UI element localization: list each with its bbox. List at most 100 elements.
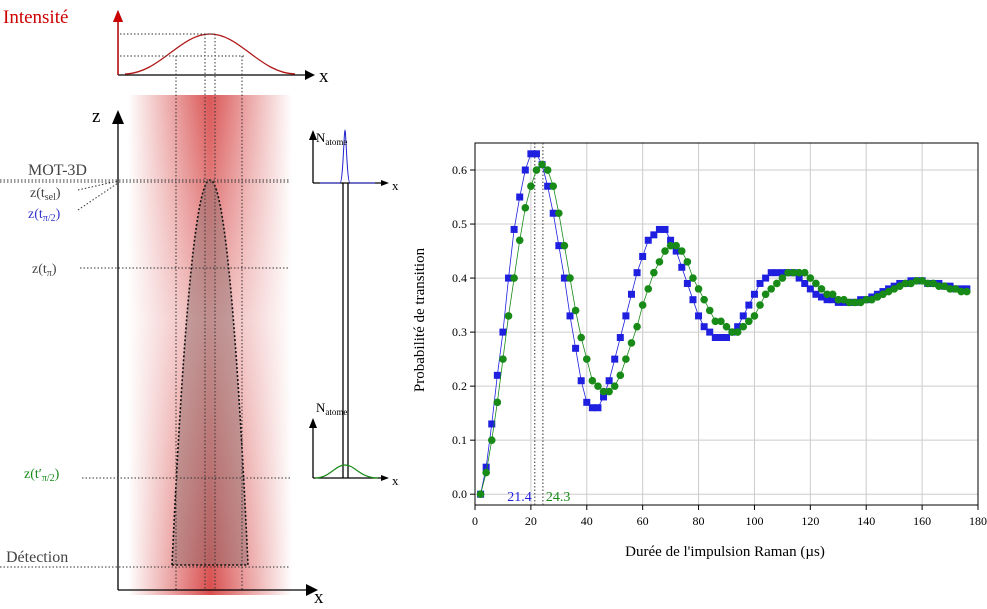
x-axis-label: x (319, 66, 329, 87)
point (600, 393, 608, 401)
point (829, 296, 837, 304)
x-tick-label: 40 (581, 514, 593, 528)
intensity-axes (117, 14, 305, 76)
point (627, 339, 636, 347)
point (672, 247, 680, 255)
point (946, 285, 954, 293)
marker-label: 24.3 (546, 490, 571, 505)
point (566, 274, 574, 282)
point (756, 301, 764, 309)
t: z(t′ (24, 467, 42, 482)
intensity-curve (124, 33, 296, 75)
point (527, 182, 535, 191)
point (572, 344, 580, 352)
point (689, 274, 697, 282)
n-sub: atome (325, 137, 347, 147)
point (812, 279, 820, 288)
point (588, 404, 596, 412)
point (655, 225, 663, 233)
level-label: z(tπ) (32, 262, 57, 279)
point (571, 306, 580, 315)
y-tick-label: 0.1 (452, 433, 467, 447)
point (582, 355, 591, 363)
point (761, 290, 770, 299)
point (711, 334, 719, 342)
point (812, 290, 820, 298)
point (677, 247, 686, 255)
point (756, 279, 764, 287)
y-axis-title: Probabilité de transition (412, 247, 428, 392)
point (666, 241, 675, 250)
point (644, 285, 653, 293)
point (577, 333, 585, 342)
point (818, 293, 826, 301)
point (555, 209, 563, 218)
point (622, 355, 630, 363)
point (482, 468, 490, 477)
point (705, 306, 714, 315)
n-label: Natome (316, 400, 347, 417)
point (521, 166, 529, 174)
point (957, 287, 966, 296)
velocity-peak-bottom (314, 464, 379, 479)
point (862, 295, 871, 304)
point (633, 269, 641, 277)
point (583, 398, 591, 406)
x-small: x (392, 473, 399, 488)
point (544, 182, 552, 190)
point (616, 334, 624, 342)
t-end: ) (56, 186, 61, 201)
point (851, 298, 859, 307)
point (784, 268, 792, 277)
point (555, 242, 563, 250)
level-label: z(tπ/2) (28, 207, 61, 224)
point (493, 371, 501, 379)
n: N (316, 400, 326, 415)
t-sub: π (47, 268, 52, 279)
point (845, 298, 854, 307)
point (594, 404, 602, 412)
point (510, 274, 518, 282)
point (487, 436, 496, 444)
point (560, 274, 568, 282)
point (778, 269, 786, 277)
x-tick-label: 80 (693, 514, 705, 528)
z-axis-label: z (92, 106, 100, 127)
t-end: ) (52, 262, 57, 277)
x-tick-label: 180 (969, 514, 987, 528)
x-tick-label: 0 (472, 514, 478, 528)
point (482, 463, 490, 471)
point (633, 322, 641, 331)
x-axis-label: x (314, 587, 324, 604)
point (739, 322, 748, 331)
t-sub: sel (45, 192, 56, 203)
point (711, 317, 720, 326)
main-axes (117, 112, 310, 591)
point (644, 236, 652, 244)
n: N (316, 130, 326, 145)
t-sub: π/2 (42, 473, 55, 484)
point (728, 328, 736, 336)
x-axis-title: Durée de l'impulsion Raman (µs) (625, 544, 825, 560)
point (700, 323, 708, 331)
point (611, 355, 619, 363)
point (762, 274, 770, 282)
point (667, 236, 675, 244)
point (717, 317, 725, 326)
point (817, 285, 826, 293)
point (549, 209, 557, 217)
n-label: Natome (316, 130, 347, 147)
point (823, 296, 831, 304)
point (745, 301, 753, 309)
point (532, 166, 541, 174)
beam-shade (128, 95, 292, 595)
point (543, 166, 552, 174)
t-end: ) (56, 207, 61, 222)
t: z(t (32, 262, 47, 277)
point (795, 274, 803, 282)
point (505, 274, 513, 282)
x-small: x (392, 178, 399, 193)
point (795, 268, 803, 277)
point (734, 323, 742, 331)
